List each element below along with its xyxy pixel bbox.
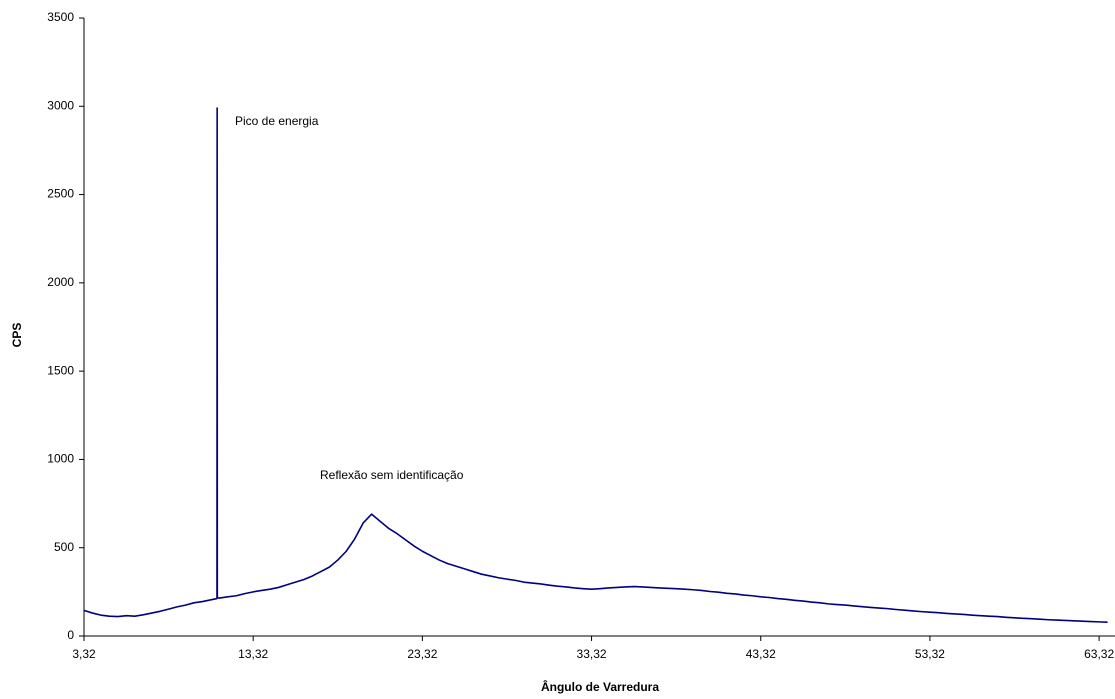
y-axis-title: CPS (10, 323, 24, 348)
y-tick-label: 2000 (47, 275, 74, 289)
x-tick-label: 53,32 (915, 647, 945, 661)
y-tick-label: 0 (67, 628, 74, 642)
x-tick-label: 43,32 (746, 647, 776, 661)
x-tick-label: 63,32 (1084, 647, 1114, 661)
y-tick-label: 2500 (47, 187, 74, 201)
x-tick-label: 13,32 (238, 647, 268, 661)
x-tick-label: 3,32 (72, 647, 96, 661)
x-axis-title: Ângulo de Varredura (541, 679, 659, 694)
x-tick-label: 23,32 (407, 647, 437, 661)
annotation: Reflexão sem identificação (320, 468, 464, 482)
data-line (83, 107, 1108, 624)
y-tick-label: 3500 (47, 10, 74, 24)
y-tick-label: 500 (54, 540, 74, 554)
y-tick-label: 1500 (47, 363, 74, 377)
x-tick-label: 33,32 (577, 647, 607, 661)
annotation: Pico de energia (235, 114, 319, 128)
y-tick-label: 3000 (47, 98, 74, 112)
y-tick-label: 1000 (47, 452, 74, 466)
